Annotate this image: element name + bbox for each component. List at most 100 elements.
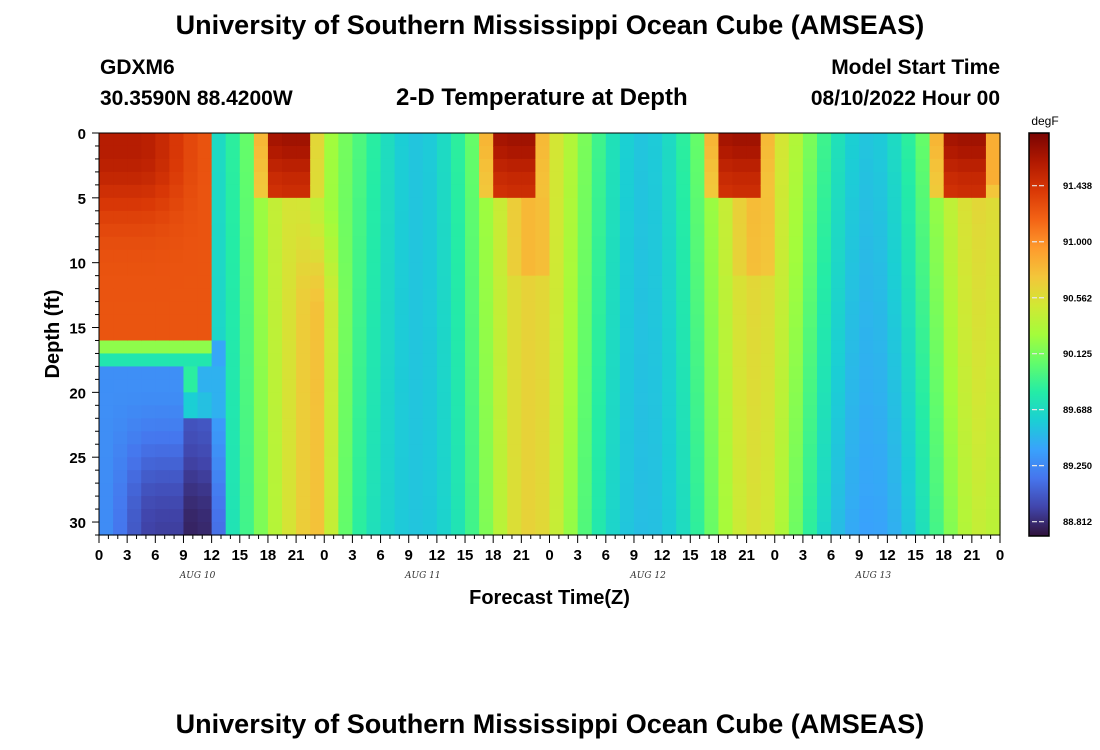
heatmap-cell <box>746 431 762 445</box>
heatmap-cell <box>845 223 860 238</box>
heatmap-cell <box>338 236 354 251</box>
heatmap-cell <box>859 522 874 536</box>
heatmap-cell <box>577 522 593 536</box>
heatmap-cell <box>845 379 860 393</box>
heatmap-cell <box>732 210 748 225</box>
heatmap-cell <box>760 223 776 238</box>
y-tick-label: 15 <box>69 321 86 338</box>
heatmap-cell <box>211 496 227 510</box>
heatmap-cell <box>746 496 762 510</box>
heatmap-cell <box>633 353 649 368</box>
heatmap-cell <box>183 353 199 368</box>
heatmap-cell <box>577 184 593 199</box>
heatmap-cell <box>197 418 213 432</box>
heatmap-cell <box>99 275 114 290</box>
heatmap-cell <box>394 288 410 303</box>
heatmap-cell <box>887 158 903 173</box>
heatmap-cell <box>225 236 241 251</box>
station-coordinates: 30.3590N 88.4200W <box>100 87 293 110</box>
heatmap-cell <box>563 405 579 419</box>
heatmap-cell <box>450 444 466 458</box>
heatmap-cell <box>155 392 170 406</box>
heatmap-cell <box>380 340 396 355</box>
heatmap-cell <box>324 353 339 368</box>
heatmap-cell <box>788 444 804 458</box>
heatmap-cell <box>760 171 776 186</box>
heatmap-cell <box>99 522 114 536</box>
heatmap-cell <box>760 249 776 264</box>
heatmap-cell <box>239 288 255 303</box>
heatmap-cell <box>479 145 494 160</box>
heatmap-cell <box>169 158 185 173</box>
heatmap-cell <box>957 314 973 329</box>
heatmap-cell <box>845 457 860 471</box>
heatmap-cell <box>479 236 494 251</box>
heatmap-cell <box>831 327 846 342</box>
heatmap-cell <box>225 197 241 212</box>
heatmap-cell <box>816 275 832 290</box>
heatmap-cell <box>788 392 804 406</box>
heatmap-cell <box>450 301 466 316</box>
heatmap-cell <box>676 145 691 160</box>
heatmap-cell <box>549 522 565 536</box>
heatmap-cell <box>816 496 832 510</box>
heatmap-cell <box>296 262 311 277</box>
heatmap-cell <box>366 366 382 380</box>
heatmap-cell <box>99 496 114 510</box>
heatmap-cell <box>225 496 241 510</box>
heatmap-cell <box>549 171 565 186</box>
heatmap-cell <box>465 197 480 212</box>
heatmap-cell <box>282 457 297 471</box>
x-tick-label: 12 <box>203 547 220 564</box>
x-tick-label: 9 <box>855 547 863 564</box>
heatmap-cell <box>873 379 888 393</box>
heatmap-cell <box>366 301 382 316</box>
heatmap-cell <box>521 405 537 419</box>
heatmap-cell <box>549 379 565 393</box>
heatmap-cell <box>282 379 297 393</box>
heatmap-cell <box>704 431 720 445</box>
heatmap-cell <box>225 418 241 432</box>
heatmap-cell <box>282 236 297 251</box>
heatmap-cell <box>436 236 452 251</box>
heatmap-cell <box>929 210 945 225</box>
heatmap-cell <box>282 509 297 523</box>
heatmap-cell <box>605 145 621 160</box>
heatmap-cell <box>225 509 241 523</box>
heatmap-cell <box>774 431 790 445</box>
heatmap-cell <box>619 145 635 160</box>
heatmap-cell <box>352 522 368 536</box>
heatmap-cell <box>746 327 762 342</box>
heatmap-cell <box>169 275 185 290</box>
heatmap-cell <box>802 353 818 368</box>
heatmap-cell <box>831 210 846 225</box>
heatmap-cell <box>310 145 325 160</box>
heatmap-cell <box>338 171 354 186</box>
heatmap-cell <box>155 288 170 303</box>
heatmap-cell <box>845 431 860 445</box>
heatmap-cell <box>352 509 368 523</box>
heatmap-cell <box>633 431 649 445</box>
heatmap-cell <box>985 184 1001 199</box>
heatmap-cell <box>619 379 635 393</box>
heatmap-cell <box>535 158 551 173</box>
colorbar-tick-label: 91.000 <box>1063 237 1092 248</box>
heatmap-cell <box>633 496 649 510</box>
heatmap-cell <box>282 223 297 238</box>
heatmap-cell <box>282 496 297 510</box>
heatmap-cell <box>267 197 283 212</box>
heatmap-cell <box>873 353 888 368</box>
heatmap-cell <box>324 522 339 536</box>
heatmap-cell <box>676 223 691 238</box>
heatmap-cell <box>648 327 663 342</box>
x-tick-label: 12 <box>879 547 896 564</box>
heatmap-cell <box>704 496 720 510</box>
heatmap-cell <box>169 184 185 199</box>
heatmap-cell <box>141 470 156 484</box>
heatmap-cell <box>380 509 396 523</box>
heatmap-cell <box>648 301 663 316</box>
heatmap-cell <box>408 509 424 523</box>
heatmap-cell <box>788 275 804 290</box>
heatmap-cell <box>493 496 508 510</box>
heatmap-cell <box>831 509 846 523</box>
